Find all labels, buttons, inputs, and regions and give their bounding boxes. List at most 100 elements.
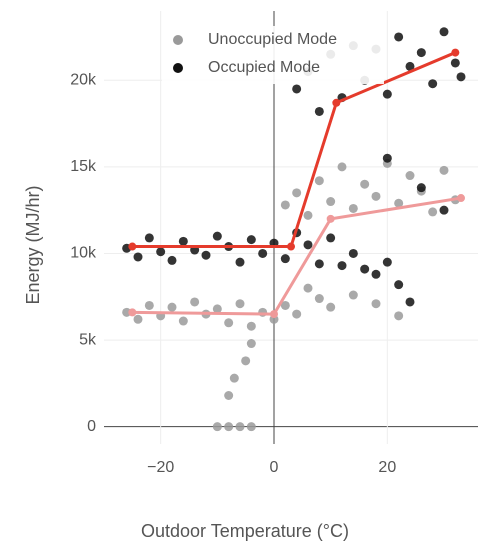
y-axis-label: Energy (MJ/hr)	[23, 185, 43, 304]
point	[201, 250, 211, 260]
fit-vertex	[128, 308, 137, 317]
point	[292, 188, 302, 198]
point	[405, 61, 415, 71]
point	[428, 207, 438, 217]
fit-vertex	[326, 214, 335, 223]
point	[303, 240, 313, 250]
point	[371, 299, 381, 309]
point	[348, 290, 358, 300]
point	[326, 302, 336, 312]
point	[382, 257, 392, 267]
point	[326, 233, 336, 243]
point	[133, 252, 143, 262]
point	[235, 422, 245, 432]
point	[326, 197, 336, 207]
y-tick-label: 5k	[79, 331, 97, 348]
point	[167, 255, 177, 265]
point	[416, 183, 426, 193]
point	[394, 280, 404, 290]
x-tick-label: 0	[270, 459, 279, 476]
point	[371, 269, 381, 279]
y-tick-label: 20k	[70, 71, 97, 88]
x-tick-label: 20	[378, 459, 396, 476]
y-tick-label: 10k	[70, 245, 97, 262]
point	[212, 231, 222, 241]
legend-label: Unoccupied Mode	[208, 31, 337, 48]
point	[133, 314, 143, 324]
point	[394, 198, 404, 208]
point	[405, 297, 415, 307]
point	[241, 356, 251, 366]
x-tick-label: −20	[147, 459, 174, 476]
point	[337, 162, 347, 172]
point	[280, 254, 290, 264]
point	[246, 339, 256, 349]
point	[246, 235, 256, 245]
point	[314, 294, 324, 304]
point	[167, 302, 177, 312]
point	[314, 106, 324, 116]
fit-vertex	[332, 98, 341, 107]
point	[246, 422, 256, 432]
fit-vertex	[451, 48, 460, 57]
point	[456, 72, 466, 82]
fit-vertex	[270, 310, 278, 319]
legend-marker	[173, 35, 183, 45]
legend-label: Occupied Mode	[208, 59, 320, 76]
point	[122, 307, 132, 317]
point	[246, 321, 256, 331]
x-axis-label: Outdoor Temperature (°C)	[141, 521, 349, 541]
fit-vertex	[287, 242, 295, 251]
point	[235, 299, 245, 309]
point	[314, 176, 324, 186]
point	[144, 300, 154, 310]
point	[360, 264, 370, 274]
point	[280, 300, 290, 310]
point	[337, 261, 347, 271]
point	[292, 84, 302, 94]
fit-vertex	[457, 194, 465, 203]
point	[360, 179, 370, 189]
point	[439, 27, 449, 37]
fit-vertex	[128, 242, 137, 251]
legend-marker	[173, 63, 183, 73]
point	[178, 316, 188, 326]
point	[190, 297, 200, 307]
point	[178, 236, 188, 246]
legend-box	[162, 26, 384, 84]
point	[224, 318, 234, 328]
point	[224, 391, 234, 401]
point	[348, 203, 358, 213]
point	[394, 32, 404, 42]
point	[348, 248, 358, 258]
point	[450, 58, 460, 68]
point	[314, 259, 324, 269]
point	[292, 309, 302, 319]
point	[303, 283, 313, 293]
point	[428, 79, 438, 89]
point	[439, 165, 449, 175]
point	[382, 153, 392, 163]
point	[303, 210, 313, 220]
point	[212, 422, 222, 432]
point	[229, 373, 239, 383]
point	[405, 171, 415, 181]
point	[224, 422, 234, 432]
point	[280, 200, 290, 210]
point	[144, 233, 154, 243]
point	[382, 89, 392, 99]
point	[258, 248, 268, 258]
y-tick-label: 15k	[70, 158, 97, 175]
fit-line	[132, 196, 462, 316]
point	[212, 304, 222, 314]
point	[416, 48, 426, 58]
point	[371, 191, 381, 201]
point	[156, 247, 166, 257]
y-tick-label: 0	[87, 418, 96, 435]
point	[439, 205, 449, 215]
point	[258, 307, 268, 317]
point	[235, 257, 245, 267]
point	[394, 311, 404, 321]
fit-line	[132, 51, 456, 249]
